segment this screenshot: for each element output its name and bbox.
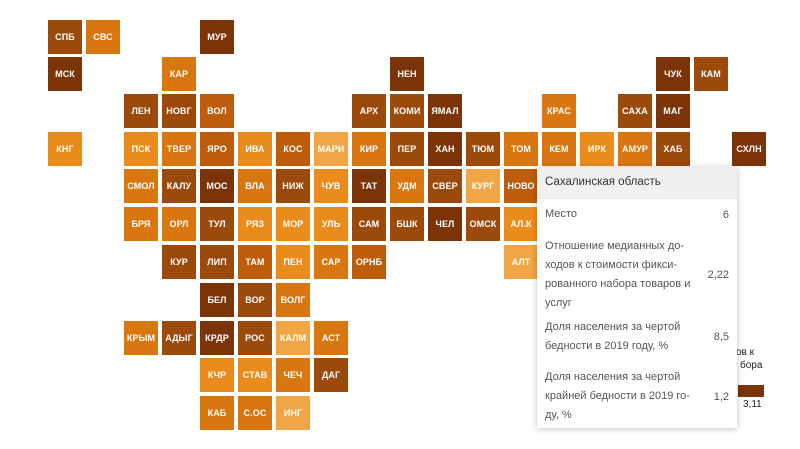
region-tile[interactable]: ЧЕЛ xyxy=(428,207,462,241)
region-tile[interactable]: ЛИП xyxy=(200,245,234,279)
region-tile[interactable]: СХЛН xyxy=(732,132,766,166)
region-tile[interactable]: КАР xyxy=(162,57,196,91)
tooltip-title: Сахалинская область xyxy=(537,167,737,199)
region-tile[interactable]: НЕН xyxy=(390,57,424,91)
region-tile[interactable]: ВЛА xyxy=(238,169,272,203)
region-tile[interactable]: ТОМ xyxy=(504,132,538,166)
region-tile[interactable]: КОМИ xyxy=(390,94,424,128)
region-tile[interactable]: МОС xyxy=(200,169,234,203)
region-tile[interactable]: ИНГ xyxy=(276,396,310,430)
region-tile[interactable]: КРЫМ xyxy=(124,321,158,355)
region-tile[interactable]: МАРИ xyxy=(314,132,348,166)
region-tile[interactable]: ОРНБ xyxy=(352,245,386,279)
region-tile[interactable]: КЕМ xyxy=(542,132,576,166)
region-tile[interactable]: ХАБ xyxy=(656,132,690,166)
region-tile[interactable]: БШК xyxy=(390,207,424,241)
region-tile[interactable]: КАЛУ xyxy=(162,169,196,203)
region-tile[interactable]: УЛЬ xyxy=(314,207,348,241)
region-tile[interactable]: ВОЛ xyxy=(200,94,234,128)
tooltip-row-label: Доля населения за чертой бедности в 2019… xyxy=(545,321,681,352)
region-tile[interactable]: ПСК xyxy=(124,132,158,166)
region-tile[interactable]: ЧУК xyxy=(656,57,690,91)
tooltip-row-income-ratio: Отношение медианных до-ходов к стоимости… xyxy=(545,237,729,313)
region-tile[interactable]: МАГ xyxy=(656,94,690,128)
region-tile[interactable]: САХА xyxy=(618,94,652,128)
region-tile[interactable]: ОМСК xyxy=(466,207,500,241)
region-tile[interactable]: ТАТ xyxy=(352,169,386,203)
tooltip-row-label: Место xyxy=(545,208,577,220)
region-tile[interactable]: КУР xyxy=(162,245,196,279)
region-tile[interactable]: КРДР xyxy=(200,321,234,355)
region-tile[interactable]: НОВО xyxy=(504,169,538,203)
tooltip-row-extreme-poverty: Доля населения за чертой крайней бедност… xyxy=(545,368,729,425)
region-tile[interactable]: НОВГ xyxy=(162,94,196,128)
region-tile[interactable]: КОС xyxy=(276,132,310,166)
region-tile[interactable]: ВОЛГ xyxy=(276,283,310,317)
region-tile[interactable]: КАМ xyxy=(694,57,728,91)
region-tile[interactable]: УДМ xyxy=(390,169,424,203)
region-tile[interactable]: ТВЕР xyxy=(162,132,196,166)
region-tile[interactable]: ЧЕЧ xyxy=(276,358,310,392)
region-tile[interactable]: ХАН xyxy=(428,132,462,166)
tooltip-row-poverty: Доля населения за чертой бедности в 2019… xyxy=(545,318,729,356)
region-tile[interactable]: КАБ xyxy=(200,396,234,430)
region-tile[interactable]: ЯМАЛ xyxy=(428,94,462,128)
region-tooltip: Сахалинская область Место 6 Отношение ме… xyxy=(537,167,737,428)
region-tile[interactable]: СВС xyxy=(86,20,120,54)
legend-max-value: 3,11 xyxy=(743,399,762,410)
legend-title-line1: ов к xyxy=(736,347,755,358)
tooltip-row-value: 6 xyxy=(722,208,729,221)
tooltip-row-label: Отношение медианных до-ходов к стоимости… xyxy=(545,240,691,309)
region-tile[interactable]: ТУЛ xyxy=(200,207,234,241)
region-tile[interactable]: КРАС xyxy=(542,94,576,128)
region-tile[interactable]: АСТ xyxy=(314,321,348,355)
region-tile[interactable]: АРХ xyxy=(352,94,386,128)
region-tile[interactable]: БЕЛ xyxy=(200,283,234,317)
region-tile[interactable]: АМУР xyxy=(618,132,652,166)
region-tile[interactable]: ПЕР xyxy=(390,132,424,166)
region-tile[interactable]: ЯРО xyxy=(200,132,234,166)
region-tile[interactable]: ЧУВ xyxy=(314,169,348,203)
region-tile[interactable]: ДАГ xyxy=(314,358,348,392)
region-tile[interactable]: СТАВ xyxy=(238,358,272,392)
region-tile[interactable]: КАЛМ xyxy=(276,321,310,355)
region-tile[interactable]: ИРК xyxy=(580,132,614,166)
region-tile[interactable]: МОР xyxy=(276,207,310,241)
region-tile[interactable]: МУР xyxy=(200,20,234,54)
region-tile[interactable]: ТЮМ xyxy=(466,132,500,166)
region-tile[interactable]: ТАМ xyxy=(238,245,272,279)
region-tile[interactable]: СПБ xyxy=(48,20,82,54)
legend-color-bar xyxy=(738,385,764,397)
tooltip-row-value: 2,22 xyxy=(707,269,729,281)
region-tile[interactable]: СВЕР xyxy=(428,169,462,203)
region-tile[interactable]: АЛ.К xyxy=(504,207,538,241)
region-tile[interactable]: КЧР xyxy=(200,358,234,392)
tooltip-row-rank: Место 6 xyxy=(545,205,729,224)
region-tile[interactable]: МСК xyxy=(48,57,82,91)
legend-title-line2: бора xyxy=(740,360,763,371)
region-tile[interactable]: КУРГ xyxy=(466,169,500,203)
region-tile[interactable]: ИВА xyxy=(238,132,272,166)
region-tile[interactable]: С.ОС xyxy=(238,396,272,430)
region-tile[interactable]: БРЯ xyxy=(124,207,158,241)
region-tile[interactable]: РОС xyxy=(238,321,272,355)
region-tile[interactable]: АДЫГ xyxy=(162,321,196,355)
tooltip-row-value: 1,2 xyxy=(713,390,729,403)
region-tile[interactable]: РЯЗ xyxy=(238,207,272,241)
region-tile[interactable]: ВОР xyxy=(238,283,272,317)
region-tile[interactable]: КНГ xyxy=(48,132,82,166)
region-tile[interactable]: КИР xyxy=(352,132,386,166)
region-tile[interactable]: СМОЛ xyxy=(124,169,158,203)
region-tile[interactable]: АЛТ xyxy=(504,245,538,279)
region-tile[interactable]: ПЕН xyxy=(276,245,310,279)
region-tile[interactable]: НИЖ xyxy=(276,169,310,203)
region-tile[interactable]: ОРЛ xyxy=(162,207,196,241)
tooltip-row-label: Доля населения за чертой крайней бедност… xyxy=(545,371,690,421)
region-tile[interactable]: САР xyxy=(314,245,348,279)
region-tile[interactable]: САМ xyxy=(352,207,386,241)
tooltip-row-value: 8,5 xyxy=(713,331,729,343)
region-tile[interactable]: ЛЕН xyxy=(124,94,158,128)
